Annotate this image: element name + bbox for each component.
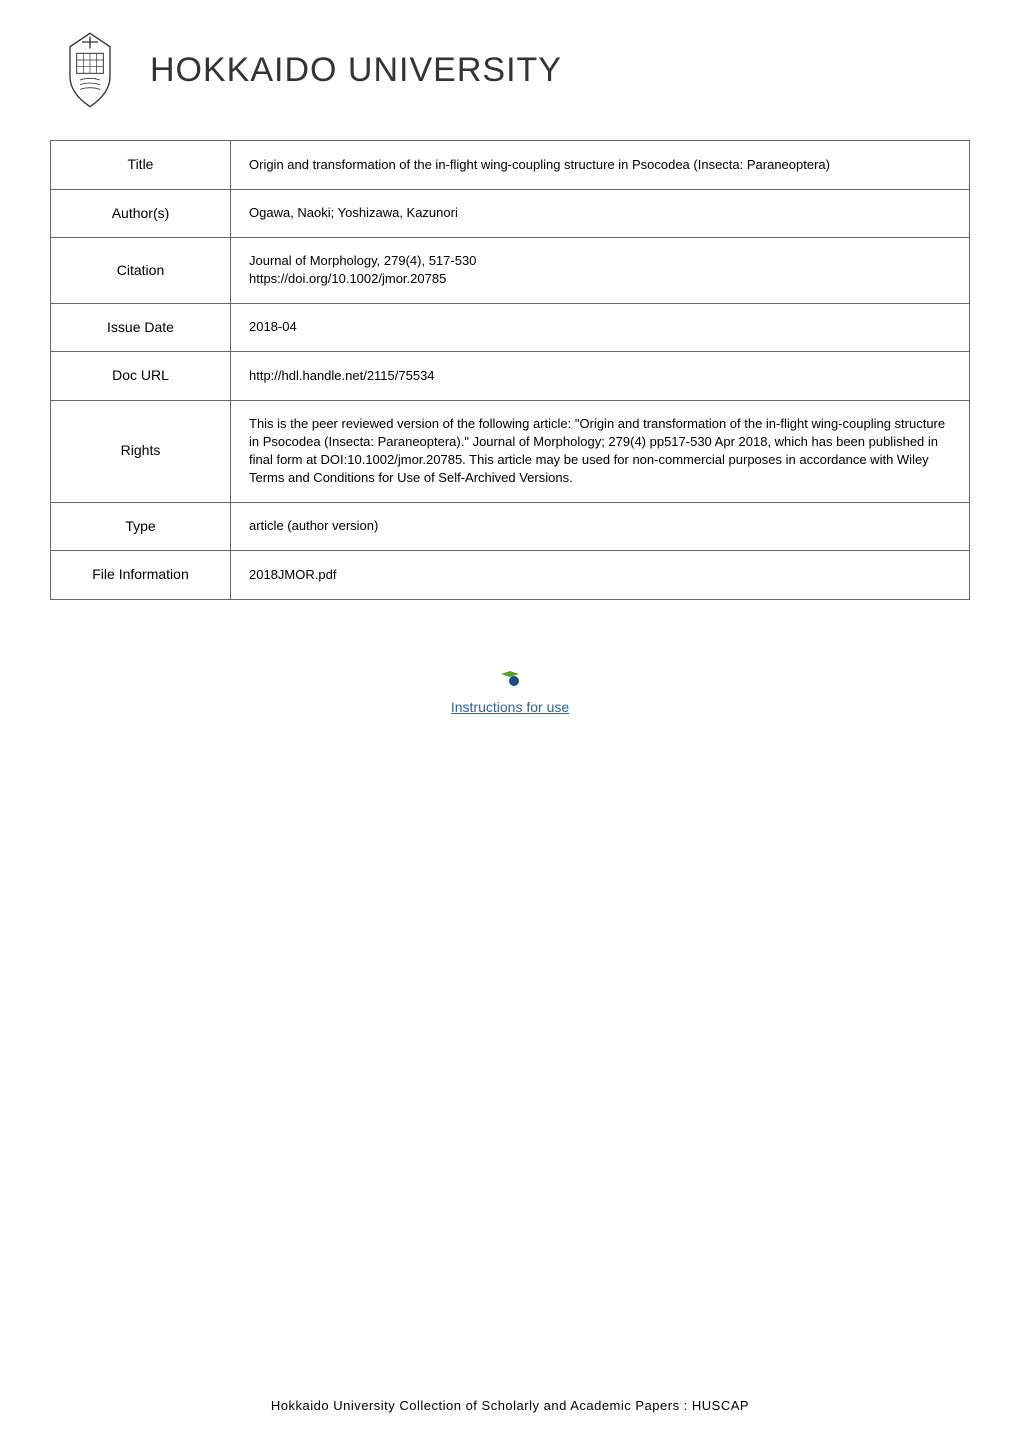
row-value: 2018-04 [231, 303, 970, 352]
metadata-table: Title Origin and transformation of the i… [50, 140, 970, 600]
row-label: Title [51, 141, 231, 190]
row-label: Author(s) [51, 189, 231, 238]
table-row: Doc URL http://hdl.handle.net/2115/75534 [51, 352, 970, 401]
university-title: HOKKAIDO UNIVERSITY [150, 51, 562, 90]
row-value: Ogawa, Naoki; Yoshizawa, Kazunori [231, 189, 970, 238]
row-value: Journal of Morphology, 279(4), 517-530 h… [231, 238, 970, 303]
row-label: Doc URL [51, 352, 231, 401]
row-value: http://hdl.handle.net/2115/75534 [231, 352, 970, 401]
instructions-block: Instructions for use [0, 670, 1020, 717]
row-value: This is the peer reviewed version of the… [231, 400, 970, 502]
table-row: File Information 2018JMOR.pdf [51, 551, 970, 600]
university-logo [50, 30, 130, 110]
table-row: Issue Date 2018-04 [51, 303, 970, 352]
row-label: Citation [51, 238, 231, 303]
crest-icon [50, 30, 130, 110]
row-value: Origin and transformation of the in-flig… [231, 141, 970, 190]
page-footer: Hokkaido University Collection of Schola… [0, 1398, 1020, 1413]
row-label: Type [51, 502, 231, 551]
row-value: article (author version) [231, 502, 970, 551]
row-label: Issue Date [51, 303, 231, 352]
table-row: Title Origin and transformation of the i… [51, 141, 970, 190]
metadata-table-body: Title Origin and transformation of the i… [51, 141, 970, 600]
row-value: 2018JMOR.pdf [231, 551, 970, 600]
table-row: Rights This is the peer reviewed version… [51, 400, 970, 502]
row-label: Rights [51, 400, 231, 502]
row-label: File Information [51, 551, 231, 600]
table-row: Author(s) Ogawa, Naoki; Yoshizawa, Kazun… [51, 189, 970, 238]
download-icon [499, 670, 521, 693]
page-header: HOKKAIDO UNIVERSITY [0, 0, 1020, 130]
table-row: Type article (author version) [51, 502, 970, 551]
instructions-link[interactable]: Instructions for use [451, 699, 569, 715]
table-row: Citation Journal of Morphology, 279(4), … [51, 238, 970, 303]
